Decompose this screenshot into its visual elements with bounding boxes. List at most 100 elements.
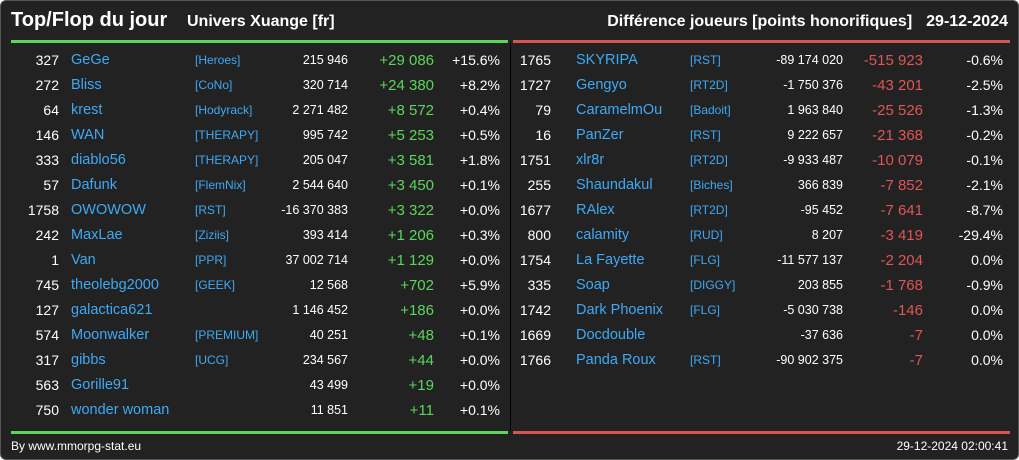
- rank-cell: 1: [51, 252, 59, 268]
- rank-cell: 1766: [519, 352, 551, 368]
- player-name-link[interactable]: Dark Phoenix: [576, 302, 664, 318]
- table-row: 127 galactica621 1 146 452 +186 +0.0%: [11, 298, 508, 323]
- diff-cell: +1 129: [387, 252, 434, 269]
- alliance-tag-link[interactable]: [Badoit]: [690, 103, 731, 117]
- player-name-link[interactable]: MaxLae: [71, 227, 123, 243]
- score-cell: 8 207: [811, 228, 843, 242]
- player-name-link[interactable]: wonder woman: [71, 402, 170, 418]
- player-name-link[interactable]: Van: [71, 252, 96, 268]
- score-cell: 215 946: [302, 53, 348, 67]
- table-row: 745 theolebg2000 [GEEK] 12 568 +702 +5.9%: [11, 273, 508, 298]
- player-name-link[interactable]: gibbs: [71, 352, 106, 368]
- player-name-link[interactable]: RAlex: [576, 202, 615, 218]
- player-name-link[interactable]: SKYRIPA: [576, 52, 638, 68]
- percent-cell: +0.1%: [459, 177, 500, 193]
- score-cell: -16 370 383: [281, 203, 348, 217]
- player-name-link[interactable]: OWOWOW: [71, 202, 146, 218]
- alliance-tag-link[interactable]: [FlemNix]: [195, 178, 246, 192]
- header-right: Différence joueurs [points honorifiques]…: [607, 13, 1008, 31]
- alliance-tag-link[interactable]: [RT2D]: [690, 203, 728, 217]
- alliance-tag-link[interactable]: [CoNo]: [195, 78, 233, 92]
- alliance-tag-link[interactable]: [RT2D]: [690, 153, 728, 167]
- score-cell: 2 544 640: [292, 178, 348, 192]
- score-cell: -90 902 375: [776, 353, 843, 367]
- alliance-tag-link[interactable]: [RUD]: [690, 228, 723, 242]
- alliance-tag-link[interactable]: [RT2D]: [690, 78, 728, 92]
- table-row: 317 gibbs [UCG] 234 567 +44 +0.0%: [11, 348, 508, 373]
- alliance-tag-link[interactable]: [RST]: [690, 353, 721, 367]
- player-name-link[interactable]: La Fayette: [576, 252, 645, 268]
- player-name-link[interactable]: krest: [71, 102, 103, 118]
- table-row: 242 MaxLae [Ziziis] 393 414 +1 206 +0.3%: [11, 223, 508, 248]
- player-name-link[interactable]: Gorille91: [71, 377, 130, 393]
- alliance-tag-link[interactable]: [PREMIUM]: [195, 328, 259, 342]
- player-name-link[interactable]: Bliss: [71, 77, 102, 93]
- diff-cell: +702: [400, 277, 434, 294]
- alliance-tag-link[interactable]: [RST]: [690, 128, 721, 142]
- player-name-link[interactable]: Shaundakul: [576, 177, 653, 193]
- player-name-link[interactable]: PanZer: [576, 127, 624, 143]
- rank-cell: 317: [35, 352, 59, 368]
- rank-cell: 574: [35, 327, 59, 343]
- score-cell: -11 577 137: [777, 253, 843, 267]
- score-cell: 203 855: [797, 278, 843, 292]
- alliance-tag-link[interactable]: [Ziziis]: [195, 228, 229, 242]
- diff-cell: -10 079: [872, 152, 923, 169]
- alliance-tag-link[interactable]: [GEEK]: [195, 278, 236, 292]
- rank-cell: 1742: [519, 302, 551, 318]
- alliance-tag-link[interactable]: [UCG]: [195, 353, 229, 367]
- player-name-link[interactable]: galactica621: [71, 302, 153, 318]
- alliance-tag-link[interactable]: [RST]: [690, 53, 721, 67]
- score-cell: -5 030 738: [783, 303, 843, 317]
- alliance-tag-link[interactable]: [Heroes]: [195, 53, 241, 67]
- diff-cell: +3 581: [387, 152, 434, 169]
- rank-cell: 1765: [519, 52, 551, 68]
- rank-cell: 1751: [519, 152, 551, 168]
- alliance-tag-link[interactable]: [THERAPY]: [195, 153, 259, 167]
- player-name-link[interactable]: theolebg2000: [71, 277, 159, 293]
- player-name-link[interactable]: Moonwalker: [71, 327, 150, 343]
- player-name-link[interactable]: Soap: [576, 277, 610, 293]
- table-row: 64 krest [Hodyrack] 2 271 482 +8 572 +0.4%: [11, 98, 508, 123]
- player-name-link[interactable]: xlr8r: [576, 152, 605, 168]
- alliance-tag-link[interactable]: [DIGGY]: [690, 278, 736, 292]
- table-row: 335 Soap [DIGGY] 203 855 -1 768 -0.9%: [513, 273, 1010, 298]
- rank-cell: 255: [527, 177, 551, 193]
- rank-cell: 242: [35, 227, 59, 243]
- player-name-link[interactable]: calamity: [576, 227, 630, 243]
- alliance-tag-link[interactable]: [FLG]: [690, 303, 721, 317]
- alliance-tag-link[interactable]: [Biches]: [690, 178, 733, 192]
- player-name-link[interactable]: WAN: [71, 127, 105, 143]
- rank-cell: 64: [43, 102, 59, 118]
- rank-cell: 745: [35, 277, 59, 293]
- table-row: 146 WAN [THERAPY] 995 742 +5 253 +0.5%: [11, 123, 508, 148]
- footer-credit[interactable]: By www.mmorpg-stat.eu: [11, 439, 142, 453]
- player-name-link[interactable]: Dafunk: [71, 177, 117, 193]
- diff-cell: -21 368: [872, 127, 923, 144]
- player-name-link[interactable]: Docdouble: [576, 327, 646, 343]
- table-row: 1766 Panda Roux [RST] -90 902 375 -7 0.0%: [513, 348, 1010, 373]
- diff-cell: +3 450: [387, 177, 434, 194]
- player-name-link[interactable]: Panda Roux: [576, 352, 656, 368]
- rank-cell: 1677: [519, 202, 551, 218]
- alliance-tag-link[interactable]: [RST]: [195, 203, 226, 217]
- score-cell: 12 568: [309, 278, 348, 292]
- top-table: 327 GeGe [Heroes] 215 946 +29 086 +15.6% 272 Bl…: [11, 48, 508, 423]
- player-name-link[interactable]: GeGe: [71, 52, 110, 68]
- metric-label: Différence joueurs [points honorifiques]: [607, 13, 913, 30]
- player-name-link[interactable]: Gengyo: [576, 77, 627, 93]
- alliance-tag-link[interactable]: [FLG]: [690, 253, 721, 267]
- table-row: 79 CaramelmOu [Badoit] 1 963 840 -25 526 -1.3…: [513, 98, 1010, 123]
- alliance-tag-link[interactable]: [PPR]: [195, 253, 227, 267]
- alliance-tag-link[interactable]: [Hodyrack]: [195, 103, 253, 117]
- percent-cell: 0.0%: [971, 327, 1003, 343]
- alliance-tag-link[interactable]: [THERAPY]: [195, 128, 259, 142]
- top-bottom-line: [11, 431, 508, 434]
- player-name-link[interactable]: CaramelmOu: [576, 102, 663, 118]
- table-row: 1765 SKYRIPA [RST] -89 174 020 -515 923 -0.6%: [513, 48, 1010, 73]
- score-cell: 995 742: [302, 128, 348, 142]
- score-cell: -9 933 487: [783, 153, 843, 167]
- percent-cell: -8.7%: [966, 202, 1003, 218]
- player-name-link[interactable]: diablo56: [71, 152, 126, 168]
